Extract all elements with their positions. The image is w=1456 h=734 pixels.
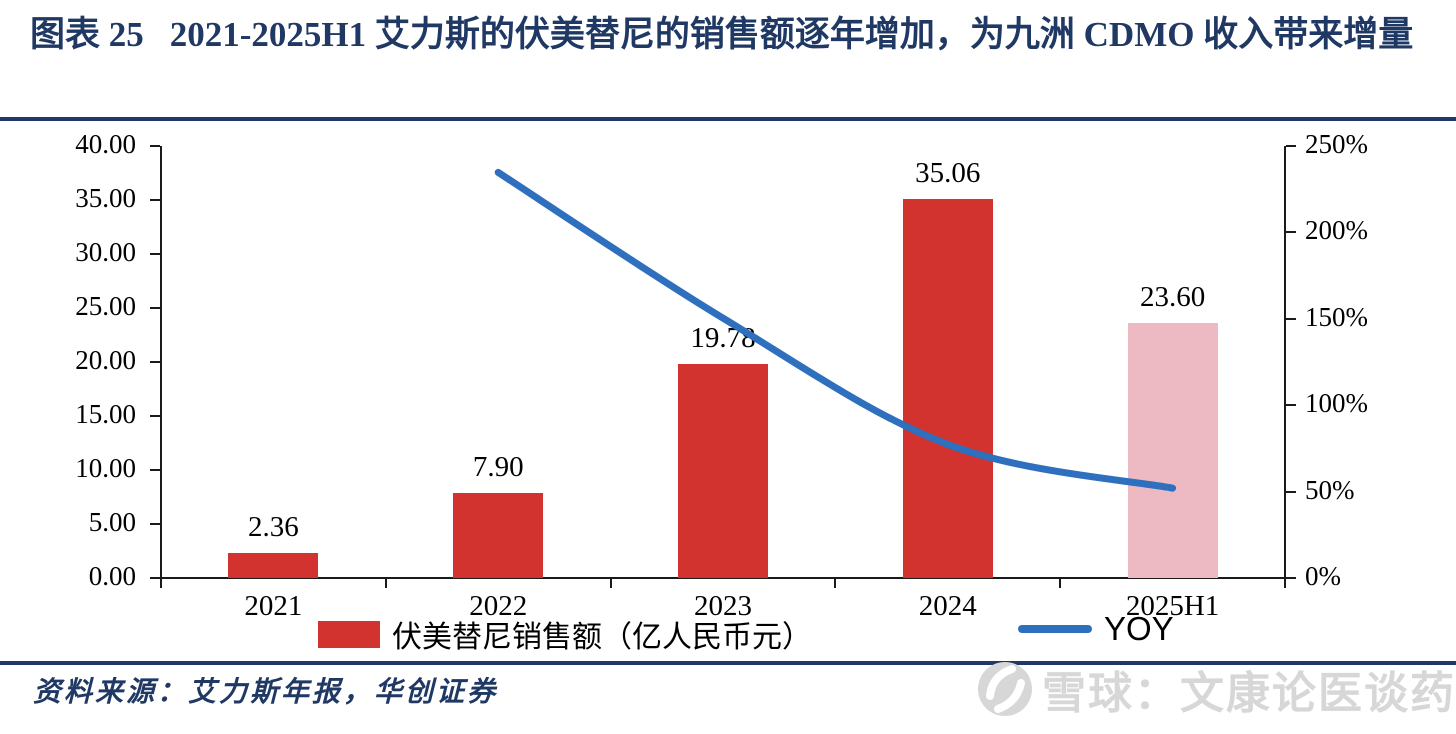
sales-bar-2021 (228, 552, 319, 578)
x-axis-tick (1059, 578, 1062, 588)
y-axis-right-tick (1286, 490, 1296, 493)
sales-bar-value-label: 23.60 (1139, 281, 1206, 314)
y-axis-left-tick (150, 523, 160, 525)
y-axis-right-tick-label: 250% (1305, 129, 1368, 159)
y-axis-right-tick (1286, 145, 1296, 147)
y-axis-right-tick (1286, 231, 1296, 234)
y-axis-left-tick-label: 40.00 (75, 129, 136, 159)
y-axis-left-tick-label: 5.00 (88, 507, 136, 537)
y-axis-left-tick (150, 415, 160, 417)
source-note: 资料来源：艾力斯年报，华创证券 (33, 677, 499, 708)
sales-bar-value-label: 7.90 (472, 450, 524, 483)
yoy-legend-label: YOY (1104, 610, 1174, 647)
y-axis-right-tick (1286, 404, 1296, 407)
watermark: 雪球：文康论医谈药 (976, 657, 1456, 721)
legend-item-yoy: YOY (1018, 610, 1174, 648)
x-axis-category-label: 2022 (469, 590, 528, 622)
y-axis-left-tick-label: 20.00 (75, 345, 136, 375)
y-axis-right-tick (1286, 577, 1296, 579)
figure-title: 图表 25 2021-2025H1 艾力斯的伏美替尼的销售额逐年增加，为九洲 CD… (30, 10, 1434, 60)
y-axis-right-tick-label: 50% (1305, 474, 1355, 505)
x-axis-category-label: 2025H1 (1125, 590, 1220, 622)
sales-legend-label: 伏美替尼销售额（亿人民币元） (392, 621, 812, 654)
x-axis-category-label: 2023 (694, 590, 752, 622)
x-axis (160, 577, 1286, 579)
y-axis-left-tick (150, 361, 160, 363)
y-axis-left-tick-label: 0.00 (88, 561, 136, 591)
legend-item-sales: 伏美替尼销售额（亿人民币元） (318, 612, 812, 656)
sales-bar-2025H1 (1127, 323, 1218, 578)
y-axis-left-tick (150, 469, 160, 471)
y-axis-left-tick-label: 35.00 (75, 183, 136, 213)
y-axis-right-tick-label: 0% (1305, 561, 1341, 591)
x-axis-category-label: 2021 (244, 590, 303, 622)
y-axis-left-tick (150, 145, 160, 147)
xueqiu-logo-icon (978, 662, 1032, 716)
y-axis-left-tick-label: 25.00 (75, 291, 136, 321)
x-axis-category-label: 2024 (918, 590, 977, 622)
y-axis-left-tick (150, 577, 160, 579)
x-axis-tick (834, 578, 837, 588)
title-divider (0, 117, 1456, 121)
y-axis-right-tick-label: 150% (1305, 301, 1368, 332)
x-axis-tick (160, 578, 162, 588)
yoy-legend-swatch-icon (1018, 625, 1092, 633)
y-axis-right-tick (1286, 317, 1296, 320)
y-axis-left-tick (150, 199, 160, 201)
y-axis-right-tick-label: 200% (1305, 215, 1368, 246)
sales-bar-2022 (453, 492, 544, 578)
y-axis-left-tick (150, 307, 160, 309)
x-axis-tick (1284, 578, 1286, 588)
y-axis-left-tick-label: 30.00 (75, 237, 136, 267)
footer-divider (0, 661, 1456, 665)
sales-bar-2023 (678, 364, 768, 578)
sales-bar-value-label: 2.36 (248, 510, 299, 543)
sales-bar-value-label: 35.06 (915, 157, 981, 190)
y-axis-right (1284, 146, 1286, 578)
sales-legend-swatch-icon (318, 620, 380, 648)
x-axis-tick (609, 578, 612, 588)
y-axis-left-tick-label: 15.00 (75, 399, 136, 429)
y-axis-left (160, 146, 162, 578)
figure-title-text: 2021-2025H1 艾力斯的伏美替尼的销售额逐年增加，为九洲 CDMO 收入… (169, 15, 1414, 54)
y-axis-left-tick-label: 10.00 (75, 453, 136, 483)
watermark-text: 雪球：文康论医谈药 (1042, 669, 1456, 718)
sales-bar-2024 (902, 199, 993, 578)
x-axis-tick (384, 578, 387, 588)
y-axis-left-tick (150, 253, 160, 255)
y-axis-right-tick-label: 100% (1305, 388, 1368, 419)
figure-number: 图表 25 (30, 15, 144, 54)
